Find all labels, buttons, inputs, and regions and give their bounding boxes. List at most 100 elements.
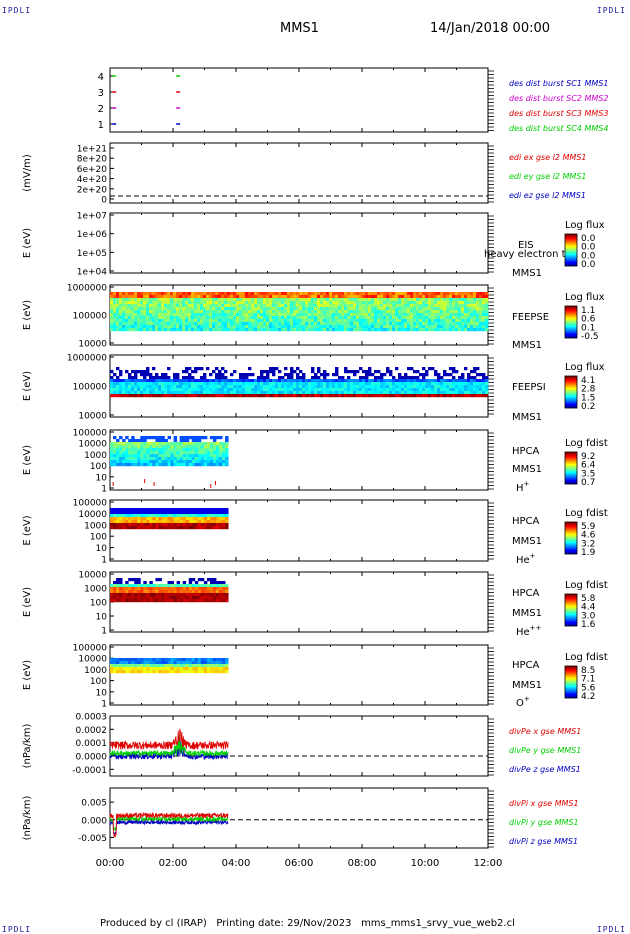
spectrogram-cell	[272, 379, 276, 383]
spectrogram-cell	[170, 292, 174, 296]
spectrogram-cell	[227, 325, 231, 329]
spectrogram-cell	[275, 328, 279, 332]
spectrogram-cell	[362, 394, 366, 398]
y-tick-label: 1000000	[67, 284, 107, 294]
spectrogram-cell	[401, 391, 405, 395]
spectrogram-cell	[119, 511, 123, 515]
spectrogram-cell	[410, 301, 414, 305]
colorbar-title: Log fdist	[565, 508, 608, 519]
spectrogram-cell	[341, 307, 345, 311]
spectrogram-cell	[221, 376, 225, 380]
spectrogram-cell	[122, 526, 126, 530]
spectrogram-cell	[194, 460, 199, 464]
spectrogram-cell	[216, 584, 220, 588]
spectrogram-cell	[182, 388, 186, 392]
colorbar-cell	[565, 333, 577, 335]
spectrogram-cell	[179, 328, 183, 332]
spectrogram-cell	[458, 304, 462, 308]
spectrogram-cell	[461, 391, 465, 395]
spectrogram-cell	[122, 439, 126, 443]
spectrogram-cell	[164, 385, 168, 389]
spectrogram-cell	[242, 295, 246, 299]
spectrogram-cell	[149, 451, 153, 455]
spectrogram-cell	[224, 379, 228, 383]
spectrogram-cell	[374, 376, 378, 380]
spectrogram-cell	[305, 379, 309, 383]
spectrogram-cell	[365, 370, 369, 374]
spectrogram-cell	[203, 388, 207, 392]
spectrogram-cell	[404, 295, 408, 299]
spectrogram-cell	[152, 457, 156, 461]
spectrogram-cell	[128, 445, 132, 449]
spectrogram-cell	[155, 322, 159, 326]
spectrogram-cell	[446, 373, 450, 377]
spectrogram-cell	[281, 388, 285, 392]
spectrogram-cell	[380, 298, 384, 302]
spectrogram-cell	[266, 304, 270, 308]
colorbar-cell	[565, 551, 577, 553]
spectrogram-cell	[419, 307, 423, 311]
spectrogram-cell	[119, 379, 123, 383]
spectrogram-cell	[191, 584, 196, 588]
spectrogram-cell	[219, 596, 223, 600]
spectrogram-cell	[365, 310, 369, 314]
spectrogram-cell	[110, 376, 114, 380]
spectrogram-cell	[257, 292, 261, 296]
spectrogram-cell	[425, 394, 429, 398]
spectrogram-cell	[299, 328, 303, 332]
spectrogram-cell	[161, 508, 165, 512]
spectrogram-cell	[146, 370, 150, 374]
spectrogram-cell	[416, 298, 420, 302]
spectrogram-cell	[245, 328, 249, 332]
spectrogram-cell	[380, 325, 384, 329]
spectrogram-cell	[470, 292, 474, 296]
colorbar-title: Log flux	[565, 220, 605, 231]
spectrogram-cell	[314, 394, 318, 398]
spectrogram-cell	[287, 325, 291, 329]
spectrogram-cell	[149, 388, 153, 392]
spectrogram-cell	[116, 445, 120, 449]
spectrogram-cell	[216, 590, 220, 594]
spectrogram-cell	[446, 391, 450, 395]
spectrogram-cell	[203, 593, 208, 597]
spectrogram-cell	[227, 298, 231, 302]
spectrogram-cell	[146, 445, 150, 449]
spectrogram-cell	[266, 394, 270, 398]
spectrogram-cell	[311, 394, 315, 398]
spectrogram-cell	[296, 319, 300, 323]
spectrogram-cell	[320, 382, 324, 386]
spectrogram-cell	[194, 520, 199, 524]
spectrogram-cell	[224, 388, 228, 392]
spectrogram-cell	[422, 382, 426, 386]
spectrogram-cell	[329, 319, 333, 323]
spectrogram-cell	[173, 304, 177, 308]
colorbar-cell	[565, 458, 577, 460]
spectrogram-cell	[215, 373, 219, 377]
spectrogram-cell	[215, 295, 219, 299]
spectrogram-cell	[209, 382, 213, 386]
spectrogram-cell	[224, 295, 228, 299]
spectrogram-feeps-e	[110, 292, 489, 332]
spectrogram-cell	[200, 514, 205, 518]
spectrogram-cell	[158, 448, 162, 452]
spectrogram-cell	[155, 394, 159, 398]
spectrogram-cell	[467, 298, 471, 302]
spectrogram-cell	[383, 394, 387, 398]
spectrogram-cell	[242, 373, 246, 377]
spectrogram-cell	[203, 316, 207, 320]
spectrogram-cell	[167, 596, 171, 600]
spectrogram-cell	[473, 328, 477, 332]
spectrogram-cell	[203, 307, 207, 311]
spectrogram-cell	[158, 514, 162, 518]
spectrogram-cell	[458, 292, 462, 296]
spectrogram-cell	[194, 298, 198, 302]
spectrogram-cell	[263, 298, 267, 302]
spectrogram-cell	[449, 391, 453, 395]
spectrogram-hpca-hepp	[110, 578, 229, 603]
spectrogram-cell	[209, 385, 213, 389]
spectrogram-cell	[167, 379, 171, 383]
colorbar-cell	[565, 395, 577, 397]
spectrogram-cell	[164, 599, 168, 603]
colorbar-cell	[565, 391, 577, 393]
spectrogram-cell	[113, 596, 117, 600]
